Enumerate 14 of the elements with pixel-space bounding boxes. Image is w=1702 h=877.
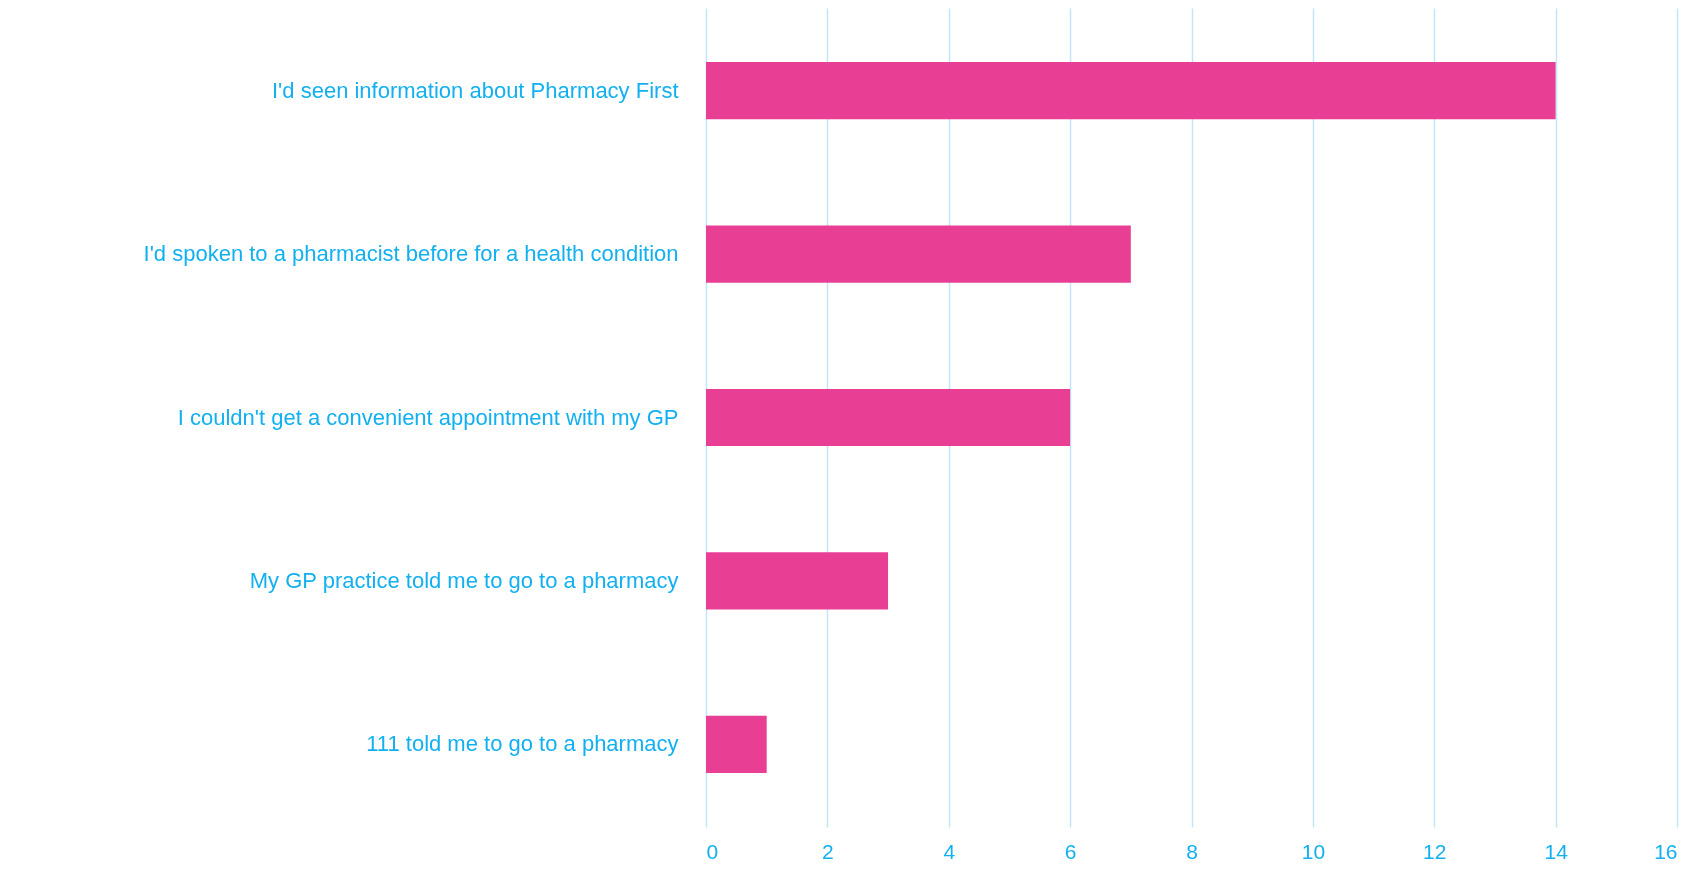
x-tick-label: 10 [1301, 839, 1326, 863]
x-tick-label: 0 [706, 839, 719, 863]
y-tick-label: I'd spoken to a pharmacist before for a health condition [143, 241, 679, 267]
x-tick-label: 6 [1064, 839, 1077, 863]
y-tick-label: I'd seen information about Pharmacy First [272, 77, 679, 103]
x-tick-label: 2 [822, 839, 834, 863]
x-tick-label: 16 [1654, 839, 1678, 863]
y-tick-label: My GP practice told me to go to a pharmacy [249, 567, 679, 593]
x-tick-label: 8 [1186, 839, 1198, 863]
x-tick-label: 4 [943, 839, 956, 863]
y-tick-label: I couldn't get a convenient appointment with my GP [177, 404, 679, 430]
y-tick-label: 111 told me to go to a pharmacy [366, 731, 679, 757]
x-tick-label: 12 [1423, 839, 1447, 863]
x-tick-label: 14 [1544, 839, 1569, 863]
